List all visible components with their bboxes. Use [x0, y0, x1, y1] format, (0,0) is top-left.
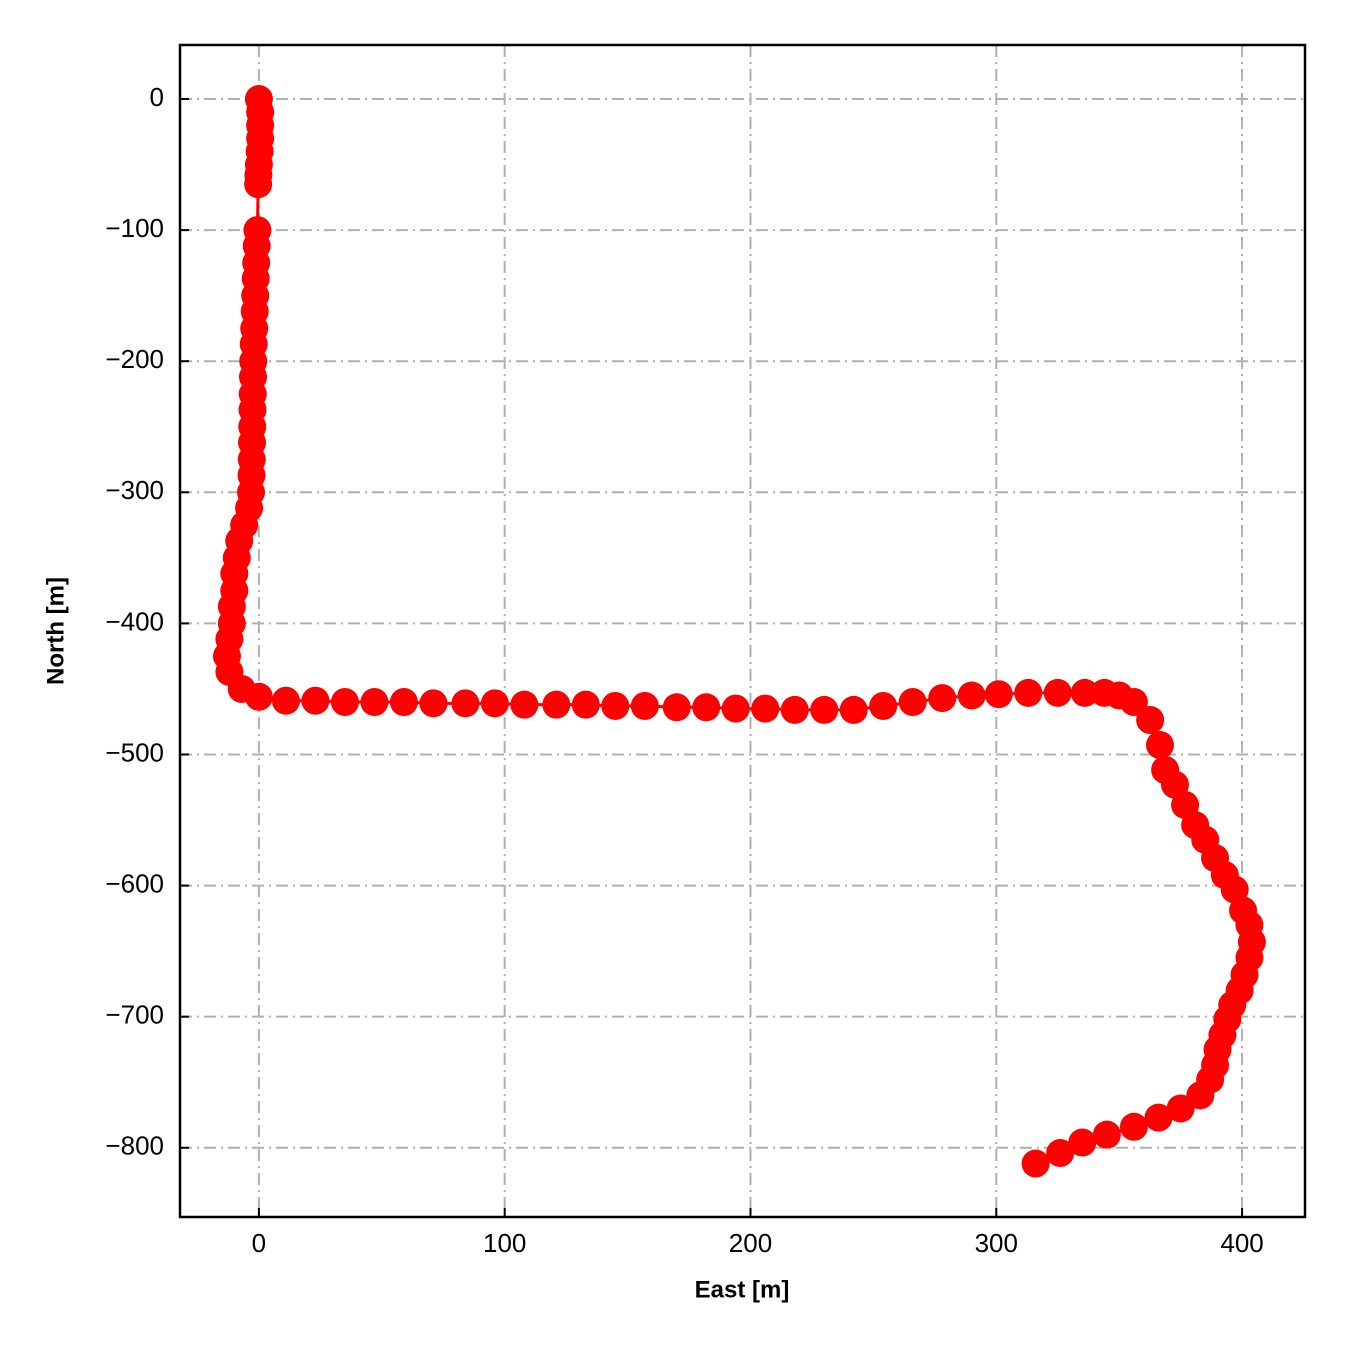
trajectory-point	[1145, 731, 1174, 760]
y-tick-label: −100	[105, 213, 164, 243]
trajectory-point	[1068, 1128, 1097, 1157]
trajectory-point	[751, 694, 780, 723]
trajectory-point	[721, 694, 750, 723]
trajectory-point	[662, 693, 691, 722]
trajectory-point	[389, 688, 418, 717]
trajectory-point	[1119, 688, 1148, 717]
trajectory-point	[984, 680, 1013, 709]
trajectory-point	[1166, 1094, 1195, 1123]
trajectory-point	[330, 688, 359, 717]
x-tick-label: 200	[729, 1228, 772, 1258]
trajectory-point	[1186, 1081, 1215, 1110]
trajectory-point	[244, 170, 273, 199]
trajectory-point	[898, 688, 927, 717]
trajectory-point	[271, 686, 300, 715]
trajectory-point	[957, 681, 986, 710]
y-tick-label: −200	[105, 344, 164, 374]
trajectory-point	[1092, 1120, 1121, 1149]
trajectory-point	[1119, 1112, 1148, 1141]
trajectory-point	[542, 690, 571, 719]
trajectory-point	[692, 693, 721, 722]
plot-frame	[178, 43, 1307, 1219]
trajectory-point	[1220, 875, 1249, 904]
trajectory-point	[244, 682, 273, 711]
trajectory-point	[1021, 1149, 1050, 1178]
trajectory-point	[480, 689, 509, 718]
y-tick-label: −500	[105, 737, 164, 767]
trajectory-point	[419, 689, 448, 718]
y-tick-label: −400	[105, 606, 164, 636]
trajectory-point	[1014, 678, 1043, 707]
y-axis-label: North [m]	[42, 577, 69, 685]
x-tick-label: 400	[1220, 1228, 1263, 1258]
trajectory-point	[601, 691, 630, 720]
x-tick-label: 300	[975, 1228, 1018, 1258]
trajectory-point	[360, 688, 389, 717]
trajectory-point	[1144, 1103, 1173, 1132]
trajectory-point	[869, 691, 898, 720]
x-tick-label: 100	[483, 1228, 526, 1258]
y-tick-label: −300	[105, 475, 164, 505]
trajectory-point	[1070, 678, 1099, 707]
trajectory-point	[510, 690, 539, 719]
trajectory-point	[780, 695, 809, 724]
y-tick-label: −800	[105, 1131, 164, 1161]
trajectory-point	[571, 690, 600, 719]
trajectory-point	[1046, 1139, 1075, 1168]
trajectory-point	[839, 695, 868, 724]
y-tick-label: −700	[105, 1000, 164, 1030]
trajectory-point	[928, 684, 957, 713]
trajectory-point	[810, 695, 839, 724]
y-tick-label: −600	[105, 868, 164, 898]
x-tick-label: 0	[252, 1228, 266, 1258]
y-tick-label: 0	[150, 82, 164, 112]
trajectory-point	[1136, 706, 1165, 735]
x-axis-label: East [m]	[695, 1276, 790, 1303]
trajectory-point	[451, 689, 480, 718]
trajectory-point	[1043, 678, 1072, 707]
trajectory-point	[301, 686, 330, 715]
trajectory-point	[630, 691, 659, 720]
